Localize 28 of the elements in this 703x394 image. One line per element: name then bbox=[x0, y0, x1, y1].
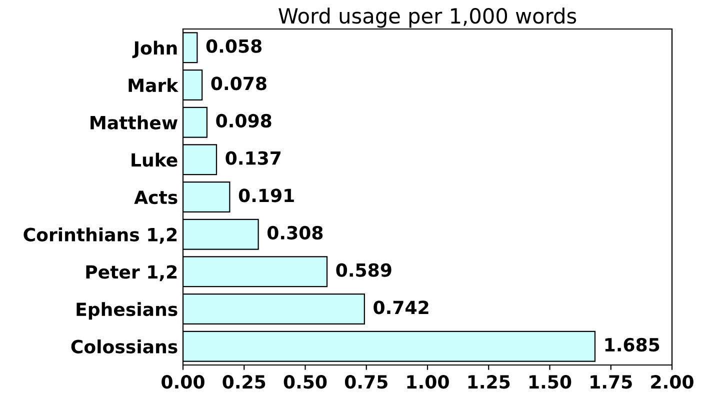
y-tick-label: Colossians bbox=[71, 339, 178, 354]
data-label: 0.098 bbox=[216, 114, 272, 128]
x-tick-label: 1.75 bbox=[590, 375, 632, 389]
x-tick-label: 0.25 bbox=[222, 375, 266, 389]
x-tick-label: 1.50 bbox=[530, 375, 572, 389]
data-label: 0.589 bbox=[336, 263, 392, 277]
data-label: 0.078 bbox=[211, 76, 266, 90]
y-tick-label: Acts bbox=[134, 190, 178, 204]
x-tick-label: 1.25 bbox=[468, 375, 510, 389]
data-label: 0.058 bbox=[206, 39, 262, 53]
chart-title: Word usage per 1,000 words bbox=[278, 8, 576, 28]
y-tick-label: Luke bbox=[132, 152, 178, 167]
x-tick-label: 2.00 bbox=[651, 375, 694, 389]
data-label: 1.685 bbox=[605, 338, 660, 352]
y-tick-label: Peter 1,2 bbox=[86, 265, 177, 282]
x-tick-label: 1.00 bbox=[407, 375, 449, 389]
x-tick-label: 0.50 bbox=[284, 375, 327, 389]
y-tick-label: John bbox=[132, 40, 177, 58]
y-tick-label: Ephesians bbox=[76, 302, 178, 320]
x-tick-label: 0.00 bbox=[162, 375, 204, 389]
data-label: 0.742 bbox=[374, 300, 428, 314]
y-tick-label: Mark bbox=[128, 78, 178, 92]
y-tick-label: Matthew bbox=[90, 115, 178, 130]
data-label: 0.191 bbox=[238, 188, 294, 202]
y-tick-label: Corinthians 1,2 bbox=[24, 227, 177, 244]
data-label: 0.308 bbox=[268, 226, 323, 240]
x-tick-label: 0.75 bbox=[344, 375, 388, 389]
data-label: 0.137 bbox=[226, 151, 281, 165]
